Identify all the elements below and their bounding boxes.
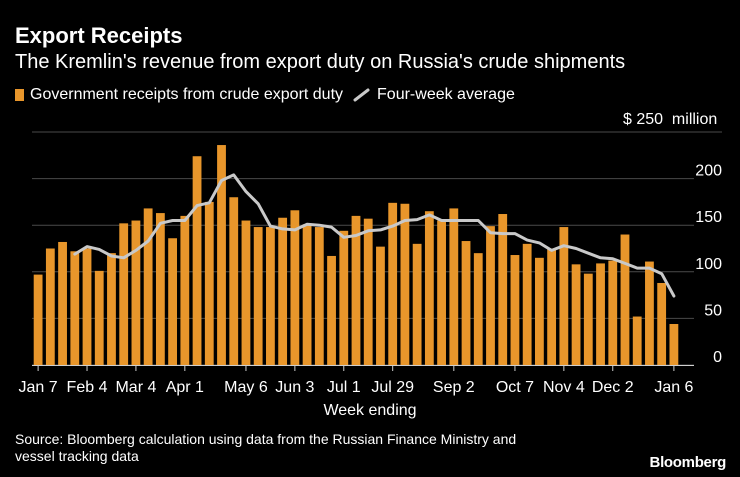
bar — [559, 227, 569, 365]
bar — [339, 230, 349, 365]
source-line-2: vessel tracking data — [15, 448, 139, 464]
x-tick-label: Apr 1 — [166, 379, 204, 396]
bar — [290, 210, 300, 365]
bar — [327, 255, 336, 365]
x-tick-label: Jun 3 — [275, 379, 314, 396]
bar — [620, 234, 630, 365]
bar — [498, 214, 508, 365]
bar — [119, 223, 129, 365]
y-tick-label: 200 — [695, 163, 722, 180]
bar — [33, 274, 43, 365]
y-axis-unit-label: $ 250 million — [623, 111, 718, 128]
bar — [522, 243, 532, 365]
chart-subtitle: The Kremlin's revenue from export duty o… — [15, 51, 626, 73]
bar — [143, 208, 153, 365]
bar — [131, 220, 141, 365]
chart-title: Export Receipts — [15, 23, 183, 48]
x-axis-title: Week ending — [323, 402, 417, 419]
bar — [449, 208, 459, 365]
bar — [192, 156, 202, 365]
bar — [217, 145, 226, 365]
bar — [351, 215, 361, 365]
bar — [657, 282, 667, 365]
y-tick-label: 0 — [713, 349, 722, 366]
x-tick-label: Oct 7 — [496, 379, 534, 396]
x-tick-label: Jan 7 — [19, 379, 58, 396]
source-note: Source: Bloomberg calculation using data… — [15, 431, 615, 465]
x-tick-label: Feb 4 — [67, 379, 108, 396]
legend-bar-swatch-icon — [15, 89, 24, 101]
x-tick-label: Nov 4 — [543, 379, 585, 396]
bar — [571, 264, 581, 365]
legend-line-swatch-icon — [353, 88, 370, 102]
bar — [547, 248, 557, 365]
bloomberg-logo: Bloomberg — [649, 454, 727, 471]
bar — [400, 203, 410, 365]
y-tick-label: 100 — [695, 256, 722, 273]
bar — [608, 260, 618, 365]
bar — [461, 241, 471, 365]
bar — [412, 243, 422, 365]
average-line — [73, 173, 676, 298]
bar — [302, 224, 312, 365]
x-tick-label: May 6 — [224, 379, 268, 396]
bar — [266, 227, 275, 365]
bar — [204, 201, 214, 365]
bar — [70, 251, 80, 365]
legend: Government receipts from crude export du… — [15, 86, 525, 104]
bar — [82, 248, 92, 365]
bar — [155, 213, 165, 365]
bar — [424, 211, 434, 365]
x-tick-label: Sep 2 — [433, 379, 475, 396]
bar — [583, 273, 593, 365]
bar — [363, 218, 373, 365]
bar — [669, 323, 679, 365]
bar — [376, 246, 385, 365]
bar — [241, 220, 251, 365]
legend-item-receipts: Government receipts from crude export du… — [15, 86, 343, 104]
bar — [45, 248, 55, 365]
bar — [229, 197, 239, 365]
x-tick-label: Jul 1 — [327, 379, 361, 396]
x-tick-label: Mar 4 — [115, 379, 156, 396]
y-tick-label: 50 — [704, 302, 722, 319]
bar — [278, 217, 288, 365]
x-tick-label: Jul 29 — [371, 379, 414, 396]
legend-label-receipts: Government receipts from crude export du… — [30, 86, 344, 103]
bar — [486, 226, 495, 365]
bar — [534, 257, 544, 365]
bar — [58, 241, 67, 365]
bar — [437, 220, 446, 365]
bar — [168, 238, 178, 365]
bar — [596, 263, 605, 365]
bar — [94, 270, 104, 365]
source-line-1: Source: Bloomberg calculation using data… — [15, 431, 517, 447]
bar — [314, 227, 324, 365]
y-tick-label: 150 — [695, 209, 722, 226]
legend-label-average: Four-week average — [377, 86, 515, 103]
legend-item-average: Four-week average — [353, 86, 515, 104]
bar — [632, 316, 642, 365]
bar — [253, 227, 263, 365]
bar — [107, 253, 116, 365]
bar — [510, 255, 520, 365]
bar — [473, 253, 483, 365]
bar — [180, 215, 190, 365]
x-tick-label: Jan 6 — [654, 379, 693, 396]
bar — [388, 202, 398, 365]
x-tick-label: Dec 2 — [592, 379, 634, 396]
bar — [645, 261, 654, 365]
